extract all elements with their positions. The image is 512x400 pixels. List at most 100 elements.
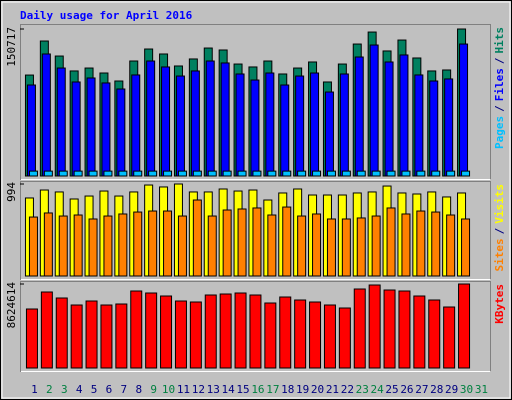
x-tick-label: 20: [311, 383, 324, 396]
bar: [115, 303, 128, 369]
x-tick-label: 2: [46, 383, 53, 396]
x-tick-label: 21: [326, 383, 339, 396]
legend-entry: Pages: [493, 116, 506, 149]
x-tick-label: 7: [121, 383, 128, 396]
bar: [220, 62, 230, 177]
bar: [265, 72, 275, 177]
bar: [222, 209, 232, 277]
x-tick-label: 6: [106, 383, 113, 396]
bar: [118, 213, 128, 277]
bar: [177, 170, 187, 177]
bar: [399, 54, 409, 177]
bar: [160, 295, 173, 369]
bar: [204, 294, 217, 369]
bar: [338, 307, 351, 369]
bar: [116, 88, 126, 177]
legend-entry: Files: [493, 68, 506, 101]
bar: [371, 215, 381, 277]
bar: [28, 170, 38, 177]
x-tick-label: 1: [31, 383, 38, 396]
bar: [58, 170, 68, 177]
bar: [103, 215, 113, 277]
y-tick-label: 8624614: [5, 282, 18, 329]
bar: [235, 73, 245, 177]
bar: [398, 290, 411, 369]
bar: [279, 296, 292, 369]
bar: [174, 300, 187, 369]
bar: [43, 170, 53, 177]
bar: [413, 295, 426, 369]
bar: [88, 170, 98, 177]
bar: [252, 170, 262, 177]
bar: [71, 81, 81, 177]
chart-title: Daily usage for April 2016: [20, 9, 193, 22]
bar: [356, 170, 366, 177]
bar: [431, 211, 441, 277]
x-tick-label: 24: [371, 383, 385, 396]
x-tick-label: 19: [296, 383, 309, 396]
bar: [401, 213, 411, 277]
bar: [353, 288, 366, 369]
x-tick-label: 11: [177, 383, 190, 396]
y-tick-label: 994: [5, 182, 18, 202]
bar: [58, 215, 68, 277]
bar: [148, 170, 158, 177]
bar: [416, 210, 426, 277]
bar: [161, 66, 171, 177]
bar: [133, 211, 143, 277]
bar: [148, 210, 158, 277]
bar: [354, 56, 364, 177]
x-tick-label: 14: [222, 383, 236, 396]
bar: [297, 170, 307, 177]
x-tick-label: 9: [150, 383, 157, 396]
bar: [416, 170, 426, 177]
x-tick-label: 31: [475, 383, 488, 396]
x-tick-label: 10: [162, 383, 175, 396]
x-tick-label: 12: [192, 383, 205, 396]
bar: [222, 170, 232, 177]
bar: [100, 304, 113, 369]
bar: [28, 216, 38, 277]
x-tick-label: 28: [430, 383, 443, 396]
x-tick-label: 18: [281, 383, 294, 396]
bar: [341, 170, 351, 177]
bar: [219, 293, 232, 369]
bar: [443, 306, 456, 369]
bar: [85, 300, 98, 369]
bar: [371, 170, 381, 177]
bar: [280, 84, 290, 177]
x-tick-label: 16: [251, 383, 264, 396]
bar: [386, 170, 396, 177]
x-tick-label: 17: [266, 383, 279, 396]
bar: [264, 302, 277, 369]
bar: [461, 170, 471, 177]
legend: Pages / Files / Hits: [493, 27, 506, 149]
bar: [237, 208, 247, 277]
bar: [326, 218, 336, 277]
bar: [386, 207, 396, 277]
bar: [192, 170, 202, 177]
bar: [163, 210, 173, 277]
bar: [294, 299, 307, 369]
bar: [192, 199, 202, 277]
legend: KBytes: [493, 284, 506, 324]
bar: [383, 289, 396, 369]
legend-entry: Hits: [493, 27, 506, 54]
bar: [55, 297, 68, 369]
bar: [323, 304, 336, 369]
bar: [282, 206, 292, 277]
bar: [163, 170, 173, 177]
bar: [250, 79, 260, 177]
bar: [252, 207, 262, 277]
bar: [324, 91, 334, 177]
bar: [461, 218, 471, 277]
bar: [101, 82, 111, 177]
bar: [326, 170, 336, 177]
x-tick-label: 27: [415, 383, 428, 396]
legend-entry: Visits: [493, 184, 506, 224]
bar: [267, 214, 277, 277]
bar: [56, 67, 66, 177]
bar: [41, 53, 51, 177]
bar: [73, 214, 83, 277]
